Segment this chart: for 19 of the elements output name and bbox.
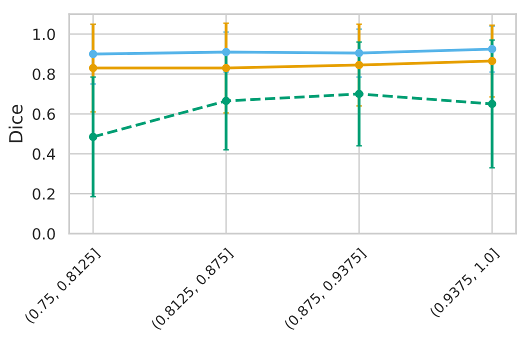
y-tick-label: 0.4	[32, 148, 56, 160]
point	[488, 44, 496, 54]
point	[354, 90, 364, 98]
y-tick-label: 1.0	[33, 28, 55, 40]
point	[222, 48, 230, 56]
y-tick-label: 0.2	[32, 188, 54, 200]
y-tick-label: 0.8	[32, 68, 55, 80]
y-tick-label: 0.6	[32, 108, 56, 120]
point	[354, 60, 364, 70]
point	[222, 96, 230, 106]
y-tick-label: 0.0	[32, 228, 55, 240]
point	[88, 50, 98, 58]
point	[488, 56, 496, 66]
y-axis-title: Dice	[8, 104, 23, 142]
point	[488, 100, 496, 108]
point	[88, 64, 98, 72]
point	[354, 48, 364, 58]
point	[88, 132, 98, 142]
point	[222, 64, 230, 72]
